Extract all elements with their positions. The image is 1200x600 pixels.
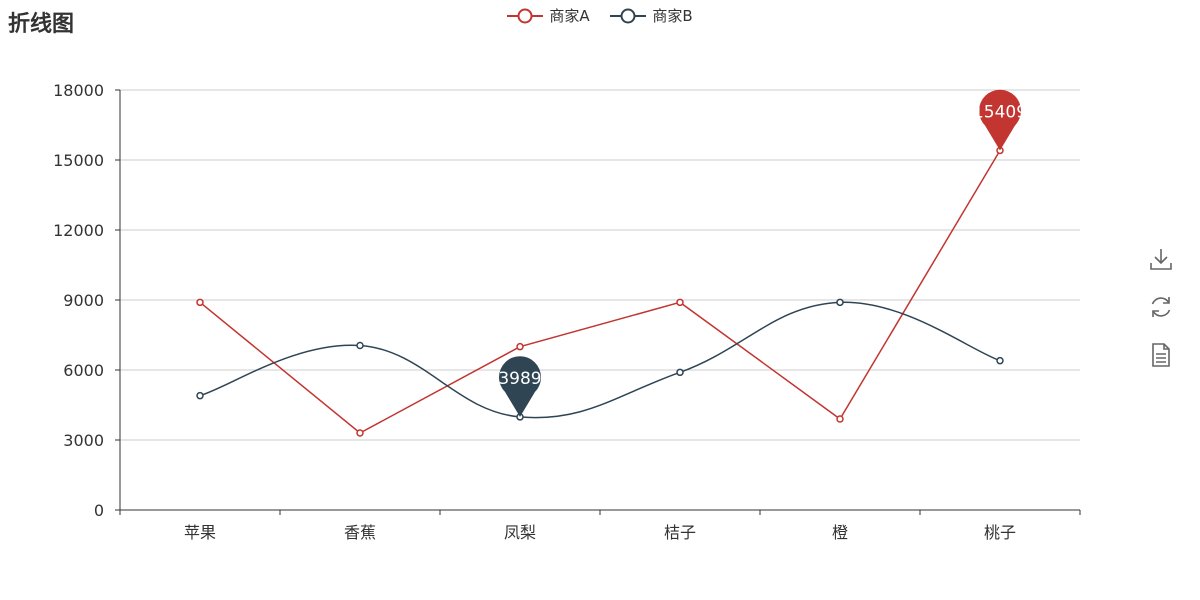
- data-point: [836, 298, 844, 307]
- y-tick-label: 3000: [63, 431, 104, 450]
- download-icon[interactable]: [1148, 246, 1174, 272]
- data-point: [996, 356, 1004, 365]
- data-point: [356, 429, 364, 437]
- mark-points: 15409 3989: [498, 89, 1027, 417]
- mark-point-pin: [499, 356, 541, 417]
- data-point: [676, 368, 684, 377]
- x-tick-label: 橙: [832, 523, 848, 542]
- chart-title: 折线图: [8, 12, 75, 37]
- data-point: [836, 415, 844, 423]
- series-line-a: [199, 150, 1001, 434]
- data-view-icon[interactable]: [1148, 342, 1174, 368]
- mark-point-pin: [979, 89, 1021, 151]
- legend-label-b: 商家B: [652, 7, 693, 25]
- legend-item-b[interactable]: 商家B: [610, 5, 693, 26]
- y-tick-label: 12000: [53, 221, 104, 240]
- x-tick-label: 香蕉: [344, 523, 376, 542]
- refresh-icon[interactable]: [1148, 294, 1174, 320]
- y-tick-label: 18000: [53, 81, 104, 100]
- mark-point-label: 15409: [973, 102, 1027, 122]
- grid-lines: [120, 89, 1080, 441]
- legend-item-a[interactable]: 商家A: [507, 5, 590, 26]
- x-tick-label: 凤梨: [504, 523, 536, 542]
- data-point: [516, 342, 524, 351]
- y-tick-label: 9000: [63, 291, 104, 310]
- data-point: [356, 341, 364, 350]
- data-point: [676, 298, 684, 307]
- data-point: [196, 298, 204, 307]
- y-tick-label: 15000: [53, 151, 104, 170]
- data-point: [196, 391, 204, 400]
- x-tick-label: 苹果: [184, 523, 216, 542]
- y-tick-label: 6000: [63, 361, 104, 380]
- axes: 0 3000 6000 9000 12000 15000 18000 苹果 香蕉 凤梨 桔子 橙 桃子: [53, 81, 1081, 542]
- series-line-b: [199, 301, 1001, 419]
- x-tick-label: 桔子: [664, 523, 696, 542]
- legend-label-a: 商家A: [549, 7, 590, 25]
- mark-point-label: 3989: [498, 369, 541, 389]
- series: [196, 146, 1004, 437]
- x-tick-label: 桃子: [984, 523, 1016, 542]
- legend-line-circle-icon: [610, 8, 647, 23]
- legend: 商家A 商家B: [0, 5, 1200, 28]
- toolbox: [1148, 246, 1176, 390]
- legend-line-circle-icon: [507, 8, 544, 23]
- y-tick-label: 0: [94, 501, 104, 520]
